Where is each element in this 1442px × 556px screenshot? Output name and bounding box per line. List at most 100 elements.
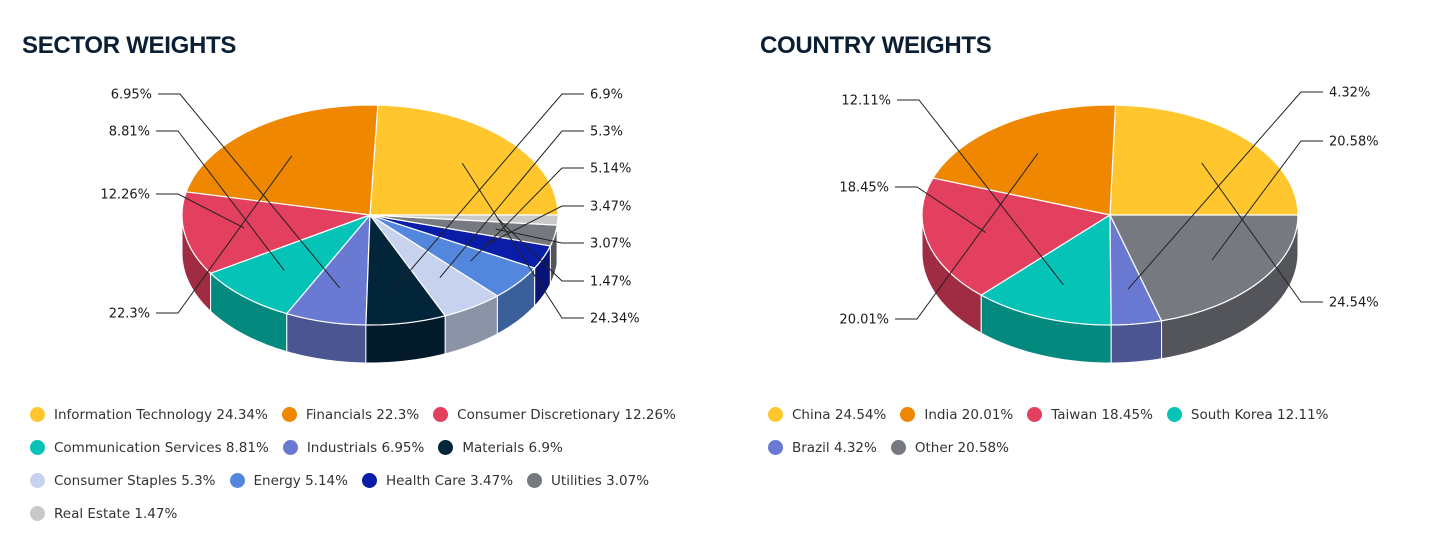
legend-row: Communication Services 8.81% Industrials … (30, 431, 720, 464)
side-brazil (1110, 320, 1163, 364)
leader-line-materials (394, 93, 584, 289)
chart-title: SECTOR WEIGHTS (22, 32, 237, 59)
data-label-china: 24.54% (1329, 296, 1379, 311)
leader-line-consumer-staples (439, 130, 584, 278)
data-label-financials: 22.3% (109, 307, 150, 322)
data-label-consumer-staples: 5.3% (590, 125, 623, 140)
legend-label: Materials 6.9% (462, 439, 563, 456)
legend-item-industrials[interactable]: Industrials 6.95% (282, 439, 425, 456)
legend-swatch-icon (1027, 407, 1043, 422)
pie-slices (921, 104, 1299, 326)
legend-label: South Korea 12.11% (1190, 406, 1329, 423)
legend-label: Energy 5.14% (253, 472, 348, 489)
data-label-south-korea: 12.11% (841, 94, 891, 109)
data-label-information-technology: 24.34% (590, 312, 640, 327)
leader-line-china (1201, 162, 1323, 303)
data-label-energy: 5.14% (590, 162, 631, 177)
legend-row: Information Technology 24.34% Financials … (30, 398, 720, 431)
legend-label: Consumer Discretionary 12.26% (457, 406, 676, 423)
pie-labels: 24.34% 22.3% 12.26% 8.81% 6.95% 6.9% 5.3% 5.14%… (100, 88, 639, 327)
pie-side-walls (921, 214, 1299, 364)
legend-swatch-icon (229, 473, 245, 488)
leader-line-information-technology (461, 162, 584, 319)
legend-item-information-technology[interactable]: Information Technology 24.34% (30, 407, 268, 423)
legend-swatch-icon (282, 440, 298, 455)
data-label-communication-services: 8.81% (109, 125, 150, 140)
slice-other[interactable] (1109, 214, 1299, 322)
legend-label: Communication Services 8.81% (54, 439, 269, 456)
slice-communication-services[interactable] (209, 213, 372, 315)
data-label-india: 20.01% (839, 313, 889, 328)
legend-item-india[interactable]: India 20.01% (900, 407, 1013, 423)
legend-label: Other 20.58% (914, 439, 1009, 456)
legend-label: China 24.54% (792, 406, 887, 423)
leader-line-communication-services (156, 130, 285, 271)
data-label-other: 20.58% (1329, 135, 1379, 150)
legend-label: Utilities 3.07% (551, 472, 650, 489)
slice-financials[interactable] (185, 104, 379, 216)
leader-line-taiwan (895, 186, 987, 233)
legend-swatch-icon (30, 473, 45, 488)
legend-swatch-icon (30, 440, 45, 455)
slice-information-technology[interactable] (369, 104, 559, 216)
legend-swatch-icon (433, 407, 449, 422)
legend-item-health-care[interactable]: Health Care 3.47% (361, 472, 514, 489)
legend-item-other[interactable]: Other 20.58% (890, 439, 1009, 456)
legend-swatch-icon (900, 407, 916, 422)
legend-item-china[interactable]: China 24.54% (768, 407, 886, 423)
sector-pie-chart: 24.34% 22.3% 12.26% 8.81% 6.95% 6.9% 5.3% 5.14%… (100, 88, 640, 364)
leader-line-health-care (487, 205, 584, 245)
slice-south-korea[interactable] (980, 213, 1112, 326)
country-legend: China 24.54% India 20.01% Taiwan 18.45% Sou… (768, 398, 1442, 464)
leader-line-other (1211, 140, 1323, 261)
country-pie-chart: 24.54% 20.01% 18.45% 12.11% 4.32% 20.58% (839, 86, 1379, 364)
legend-label: Consumer Staples 5.3% (54, 472, 216, 489)
legend-item-energy[interactable]: Energy 5.14% (229, 472, 348, 489)
legend-item-real-estate[interactable]: Real Estate 1.47% (30, 506, 177, 522)
legend-swatch-icon (281, 407, 297, 422)
legend-item-utilities[interactable]: Utilities 3.07% (527, 473, 649, 489)
leader-line-south-korea (897, 99, 1064, 285)
leader-line-real-estate (497, 218, 584, 282)
leader-line-financials (156, 155, 293, 314)
pie-labels: 24.54% 20.01% 18.45% 12.11% 4.32% 20.58% (839, 86, 1378, 328)
legend-item-taiwan[interactable]: Taiwan 18.45% (1027, 407, 1153, 423)
legend-label: Taiwan 18.45% (1051, 406, 1153, 423)
legend-label: Industrials 6.95% (306, 439, 425, 456)
country-weights-panel: COUNTRY WEIGHTS 24.54% 20.01% 18.45% 12.11%… (740, 0, 1440, 556)
data-label-materials: 6.9% (590, 88, 623, 103)
legend-row: Consumer Staples 5.3% Energy 5.14% Health … (30, 464, 720, 497)
legend-item-consumer-staples[interactable]: Consumer Staples 5.3% (30, 473, 216, 489)
leader-line-consumer-discretionary (156, 193, 245, 229)
legend-swatch-icon (361, 473, 377, 488)
legend-item-communication-services[interactable]: Communication Services 8.81% (30, 440, 269, 456)
data-label-real-estate: 1.47% (590, 275, 631, 290)
slice-real-estate[interactable] (369, 214, 559, 226)
legend-swatch-icon (890, 440, 906, 455)
legend-row: China 24.54% India 20.01% Taiwan 18.45% Sou… (768, 398, 1442, 431)
sector-weights-panel: SECTOR WEIGHTS 24.34% 22.3% 12.26% 8.81% 6.9… (0, 0, 720, 556)
data-label-industrials: 6.95% (111, 88, 152, 103)
data-label-brazil: 4.32% (1329, 86, 1370, 101)
legend-label: Information Technology 24.34% (54, 406, 268, 423)
legend-item-brazil[interactable]: Brazil 4.32% (768, 440, 877, 456)
legend-item-materials[interactable]: Materials 6.9% (438, 439, 563, 456)
slice-china[interactable] (1109, 104, 1299, 216)
data-label-health-care: 3.47% (590, 200, 631, 215)
legend-swatch-icon (30, 407, 45, 422)
legend-label: Brazil 4.32% (792, 439, 877, 456)
legend-label: Real Estate 1.47% (54, 505, 178, 522)
legend-swatch-icon (1166, 407, 1182, 422)
legend-swatch-icon (30, 506, 45, 521)
legend-label: Financials 22.3% (305, 406, 420, 423)
legend-label: India 20.01% (924, 406, 1014, 423)
legend-item-consumer-discretionary[interactable]: Consumer Discretionary 12.26% (433, 407, 676, 423)
legend-item-south-korea[interactable]: South Korea 12.11% (1166, 406, 1329, 423)
slice-taiwan[interactable] (921, 177, 1112, 296)
data-label-consumer-discretionary: 12.26% (100, 188, 150, 203)
legend-item-financials[interactable]: Financials 22.3% (281, 406, 420, 423)
chart-title: COUNTRY WEIGHTS (760, 32, 992, 59)
legend-swatch-icon (438, 440, 454, 455)
sector-legend: Information Technology 24.34% Financials … (30, 398, 720, 530)
legend-label: Health Care 3.47% (385, 472, 514, 489)
